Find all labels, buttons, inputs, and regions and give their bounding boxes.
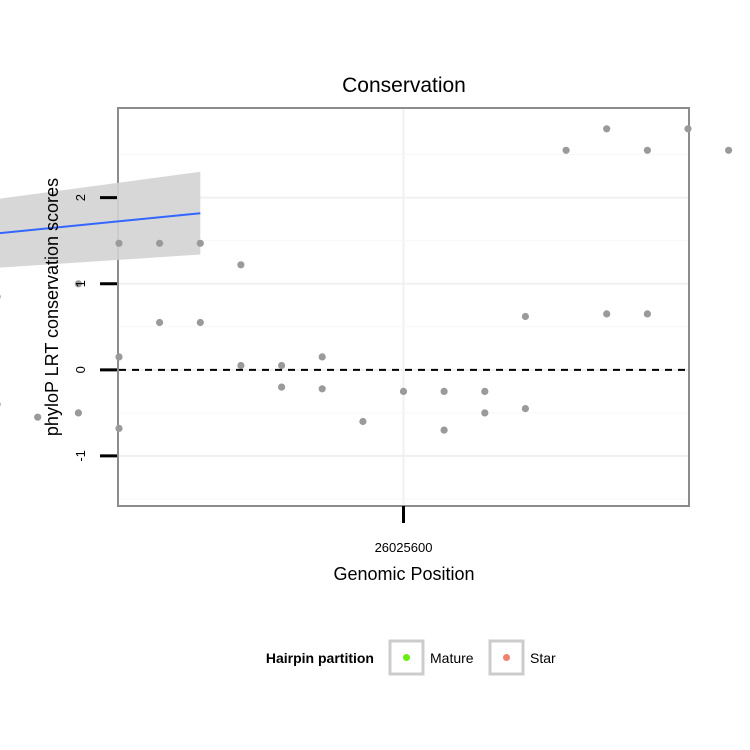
legend-label-star: Star — [530, 650, 556, 666]
x-tick-label: 26025600 — [375, 540, 433, 555]
y-tick-label: 1 — [73, 280, 88, 287]
point-other — [521, 312, 530, 321]
point-other — [725, 146, 733, 154]
legend-entry-mature: Mature — [388, 639, 474, 676]
point-other — [196, 318, 204, 327]
point-other — [603, 310, 611, 318]
point-other — [440, 387, 448, 395]
point-other — [156, 239, 164, 247]
x-axis: 2602560026025550260255002602545026025400 — [375, 506, 433, 555]
point-other — [399, 387, 408, 395]
y-axis-label: phyloP LRT conservation scores — [42, 178, 62, 436]
smooth-line-layer — [0, 212, 688, 371]
point-other — [34, 413, 42, 421]
grid — [119, 109, 688, 505]
point-other — [481, 387, 489, 395]
point-other — [643, 310, 652, 318]
point-other — [318, 353, 326, 361]
point-other — [0, 294, 1, 299]
y-tick-label: -1 — [73, 450, 88, 462]
point-other — [643, 146, 652, 154]
legend: Hairpin partition Mature Star — [266, 639, 556, 676]
legend-swatch-star — [503, 654, 510, 661]
point-other — [156, 318, 164, 327]
point-other — [115, 239, 123, 247]
confidence-band — [0, 171, 201, 268]
point-other — [359, 417, 367, 426]
point-other — [278, 383, 286, 391]
confidence-ribbon — [0, 171, 201, 268]
legend-swatch-mature — [403, 654, 410, 661]
point-other — [74, 409, 82, 417]
point-other — [481, 409, 489, 417]
point-other — [237, 361, 245, 370]
point-other — [684, 125, 692, 133]
point-other — [603, 125, 611, 133]
point-other — [115, 353, 123, 361]
point-other — [115, 424, 123, 432]
point-other — [74, 280, 82, 288]
y-tick-label: 0 — [73, 366, 88, 373]
data-points — [0, 125, 733, 434]
y-axis: -1 0 1 2 — [73, 194, 117, 462]
point-other — [318, 385, 326, 393]
y-tick-label: 2 — [73, 194, 88, 201]
legend-label-mature: Mature — [430, 650, 474, 666]
point-other — [196, 239, 204, 247]
point-other — [521, 405, 530, 413]
point-other — [278, 361, 286, 370]
x-axis-label: Genomic Position — [333, 564, 474, 584]
point-other — [237, 261, 245, 269]
point-other — [0, 402, 1, 407]
point-other — [562, 146, 570, 154]
chart-title: Conservation — [342, 74, 466, 97]
point-other — [440, 426, 448, 434]
legend-entry-star: Star — [488, 639, 556, 676]
legend-title: Hairpin partition — [266, 650, 374, 666]
